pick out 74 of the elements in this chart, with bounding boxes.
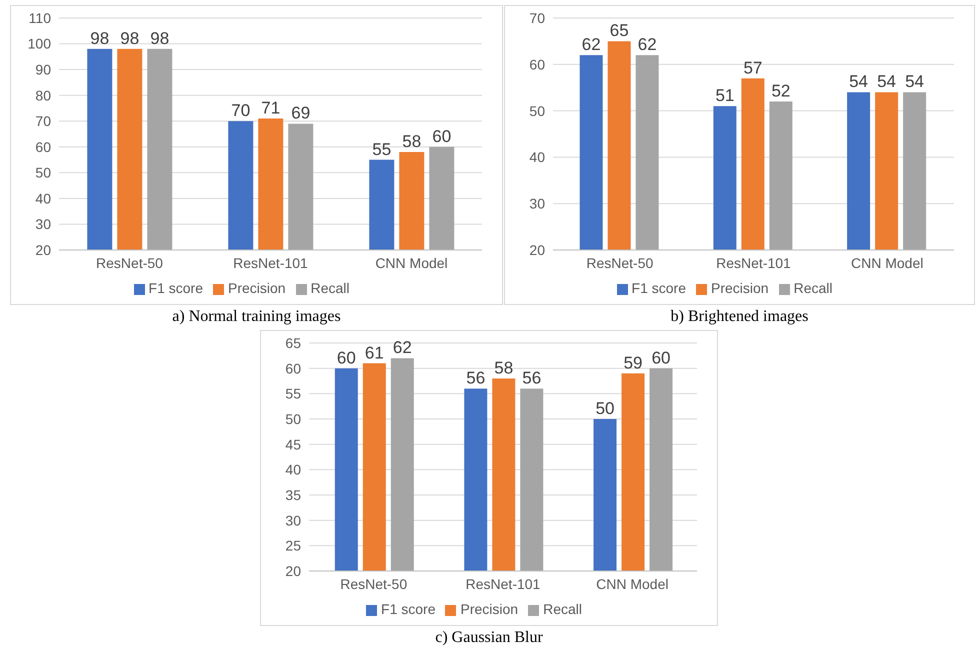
legend-label: F1 score	[381, 601, 436, 617]
y-tick-label: 40	[285, 462, 302, 478]
data-label: 60	[336, 348, 356, 368]
y-tick-label: 20	[35, 242, 52, 258]
data-label: 98	[90, 28, 110, 48]
data-label: 71	[261, 98, 280, 118]
y-tick-label: 25	[285, 538, 302, 554]
y-tick-label: 30	[35, 216, 52, 232]
y-tick-label: 60	[529, 56, 546, 72]
y-tick-label: 40	[35, 190, 52, 206]
y-tick-label: 30	[285, 512, 302, 528]
data-label: 56	[522, 368, 542, 388]
y-tick-label: 30	[529, 196, 546, 212]
data-label: 54	[877, 72, 896, 92]
data-label: 54	[905, 72, 924, 92]
data-label: 51	[715, 86, 734, 106]
data-label: 61	[364, 343, 384, 362]
data-label: 56	[466, 368, 486, 388]
x-tick-label: ResNet-101	[716, 254, 792, 271]
y-tick-label: 90	[35, 62, 52, 78]
data-label: 58	[402, 132, 422, 152]
y-tick-label: 80	[35, 87, 52, 104]
data-label: 62	[392, 338, 412, 358]
legend-label: Recall	[794, 280, 832, 296]
y-tick-label: 50	[529, 102, 546, 119]
y-tick-label: 110	[28, 10, 52, 26]
y-tick-label: 55	[285, 386, 302, 402]
y-tick-label: 60	[285, 360, 302, 376]
x-tick-label: ResNet-101	[233, 254, 308, 271]
x-tick-label: ResNet-50	[96, 254, 164, 271]
data-label: 55	[372, 140, 392, 159]
y-tick-label: 20	[285, 562, 302, 579]
legend-label: Recall	[543, 601, 582, 617]
legend-label: Precision	[228, 280, 286, 296]
x-tick-label: CNN Model	[850, 254, 924, 271]
data-label: 62	[638, 35, 657, 54]
legend-label: Precision	[460, 601, 518, 617]
y-tick-label: 50	[285, 410, 302, 427]
y-tick-label: 60	[35, 138, 52, 155]
x-tick-label: CNN Model	[375, 254, 448, 271]
data-label: 59	[624, 353, 642, 372]
y-tick-label: 70	[529, 10, 546, 26]
data-label: 52	[771, 82, 790, 101]
data-label: 65	[610, 21, 629, 40]
text: a) Normal training images	[171, 308, 342, 326]
data-label: 60	[652, 348, 670, 368]
x-tick-label: ResNet-50	[586, 254, 654, 271]
text: c) Gaussian Blur	[434, 629, 544, 647]
data-label: 60	[432, 126, 452, 146]
data-label: 70	[231, 101, 250, 120]
y-tick-label: 65	[285, 334, 302, 351]
y-tick-label: 100	[28, 36, 52, 52]
y-tick-label: 20	[529, 242, 546, 258]
text: b) Brightened images	[670, 308, 810, 326]
legend-label: Precision	[710, 280, 769, 296]
data-label: 58	[494, 358, 514, 378]
data-label: 98	[120, 28, 140, 48]
data-label: 54	[849, 72, 868, 92]
legend-label: F1 score	[148, 280, 203, 296]
data-label: 50	[596, 399, 614, 418]
y-tick-label: 40	[529, 149, 546, 166]
data-label: 62	[582, 35, 601, 54]
y-tick-label: 70	[35, 113, 52, 130]
x-tick-label: CNN Model	[596, 576, 669, 592]
data-label: 57	[743, 58, 762, 78]
legend-label: F1 score	[632, 280, 686, 296]
y-tick-label: 35	[285, 486, 302, 503]
x-tick-label: ResNet-101	[466, 576, 541, 592]
y-tick-label: 50	[35, 164, 52, 181]
x-tick-label: ResNet-50	[340, 576, 408, 592]
data-label: 69	[291, 104, 310, 123]
data-label: 98	[150, 28, 170, 48]
y-tick-label: 45	[285, 436, 302, 452]
legend-label: Recall	[310, 280, 350, 296]
